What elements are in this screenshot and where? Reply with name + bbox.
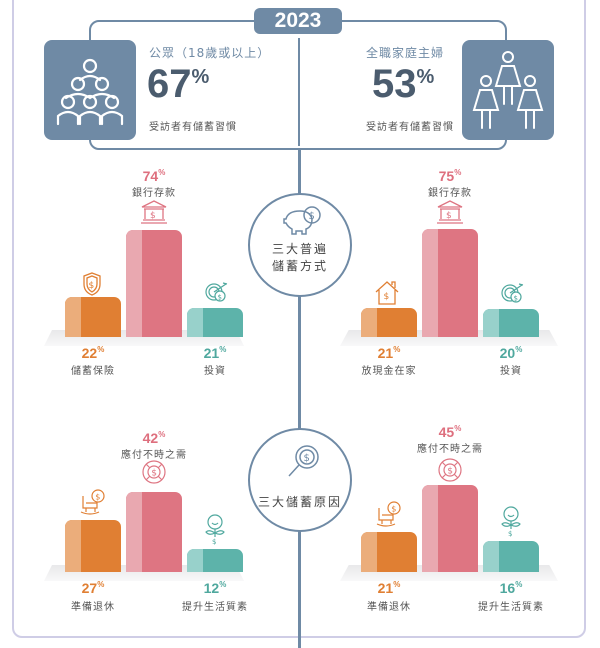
shield-dollar-icon: $ [83,272,101,296]
label-emergency: 應付不時之需 [417,444,483,455]
label-investment: 投資 [500,366,522,377]
svg-text:$: $ [212,538,216,545]
bar-investment [187,308,243,337]
bar-cash-at-home [361,308,417,337]
target-dollar-icon: $ [501,283,524,303]
bar-quality-of-life [483,541,539,572]
bar-quality-of-life [187,549,243,572]
public-subtext: 受訪者有儲蓄習慣 [149,122,237,133]
piggy-bank-icon: $ [283,206,321,235]
year-badge: 2023 [254,8,342,34]
svg-text:$: $ [514,295,518,303]
bar-retirement [361,532,417,572]
svg-text:$: $ [151,469,157,479]
bank-icon: $ [437,200,463,224]
public-percentage: 67% [147,62,210,106]
house-dollar-icon: $ [375,281,399,305]
label-bank-deposit: 銀行存款 [132,188,176,199]
rocking-chair-dollar-icon: $ [80,489,105,515]
bank-icon: $ [141,200,167,224]
methods-title-line2: 儲蓄方式 [271,259,328,273]
label-quality-of-life: 提升生活質素 [182,602,248,613]
housewife-subtext: 受訪者有儲蓄習慣 [366,122,454,133]
housewife-label: 全職家庭主婦 [366,46,445,60]
svg-text:$: $ [218,294,222,302]
housewife-percentage: 53% [372,62,435,106]
public-label: 公眾（18歲或以上） [149,46,271,60]
label-emergency: 應付不時之需 [121,450,187,461]
bar-bank-deposit [422,229,478,337]
reasons-title: 三大儲蓄原因 [257,495,342,509]
lifebuoy-dollar-icon: $ [438,458,462,482]
svg-text:$: $ [309,211,315,222]
svg-text:$: $ [447,467,453,477]
label-investment: 投資 [204,366,226,377]
svg-text:$: $ [304,453,310,464]
svg-text:$: $ [391,505,396,514]
rocking-chair-dollar-icon: $ [376,501,401,527]
label-quality-of-life: 提升生活質素 [478,602,544,613]
bar-bank-deposit [126,230,182,337]
label-cash-at-home: 放現金在家 [361,366,417,377]
smiley-plant-dollar-icon: $ [501,506,521,537]
center-timeline [298,150,301,648]
smiley-plant-dollar-icon: $ [205,514,225,545]
svg-text:$: $ [508,530,512,537]
methods-section-badge: $ 三大普遍 儲蓄方式 [248,193,352,297]
label-retirement: 準備退休 [367,602,411,613]
target-dollar-icon: $ [205,282,228,302]
bar-retirement [65,520,121,572]
reasons-section-badge: $ 三大儲蓄原因 [248,428,352,532]
bar-emergency [422,485,478,572]
lifebuoy-dollar-icon: $ [142,460,166,484]
svg-text:$: $ [150,211,156,221]
magnifier-dollar-icon: $ [288,445,319,477]
divider-top [298,38,300,146]
bar-savings-insurance [65,297,121,337]
svg-text:$: $ [384,292,390,302]
bar-investment [483,309,539,337]
label-retirement: 準備退休 [71,602,115,613]
label-bank-deposit: 銀行存款 [428,188,472,199]
svg-text:$: $ [446,211,452,221]
svg-text:$: $ [89,281,95,291]
methods-title-line1: 三大普遍 [271,242,328,256]
women-group-icon [462,40,554,140]
label-savings-insurance: 儲蓄保險 [71,366,115,377]
group-people-icon [44,40,136,140]
svg-text:$: $ [95,493,100,502]
bar-emergency [126,492,182,572]
